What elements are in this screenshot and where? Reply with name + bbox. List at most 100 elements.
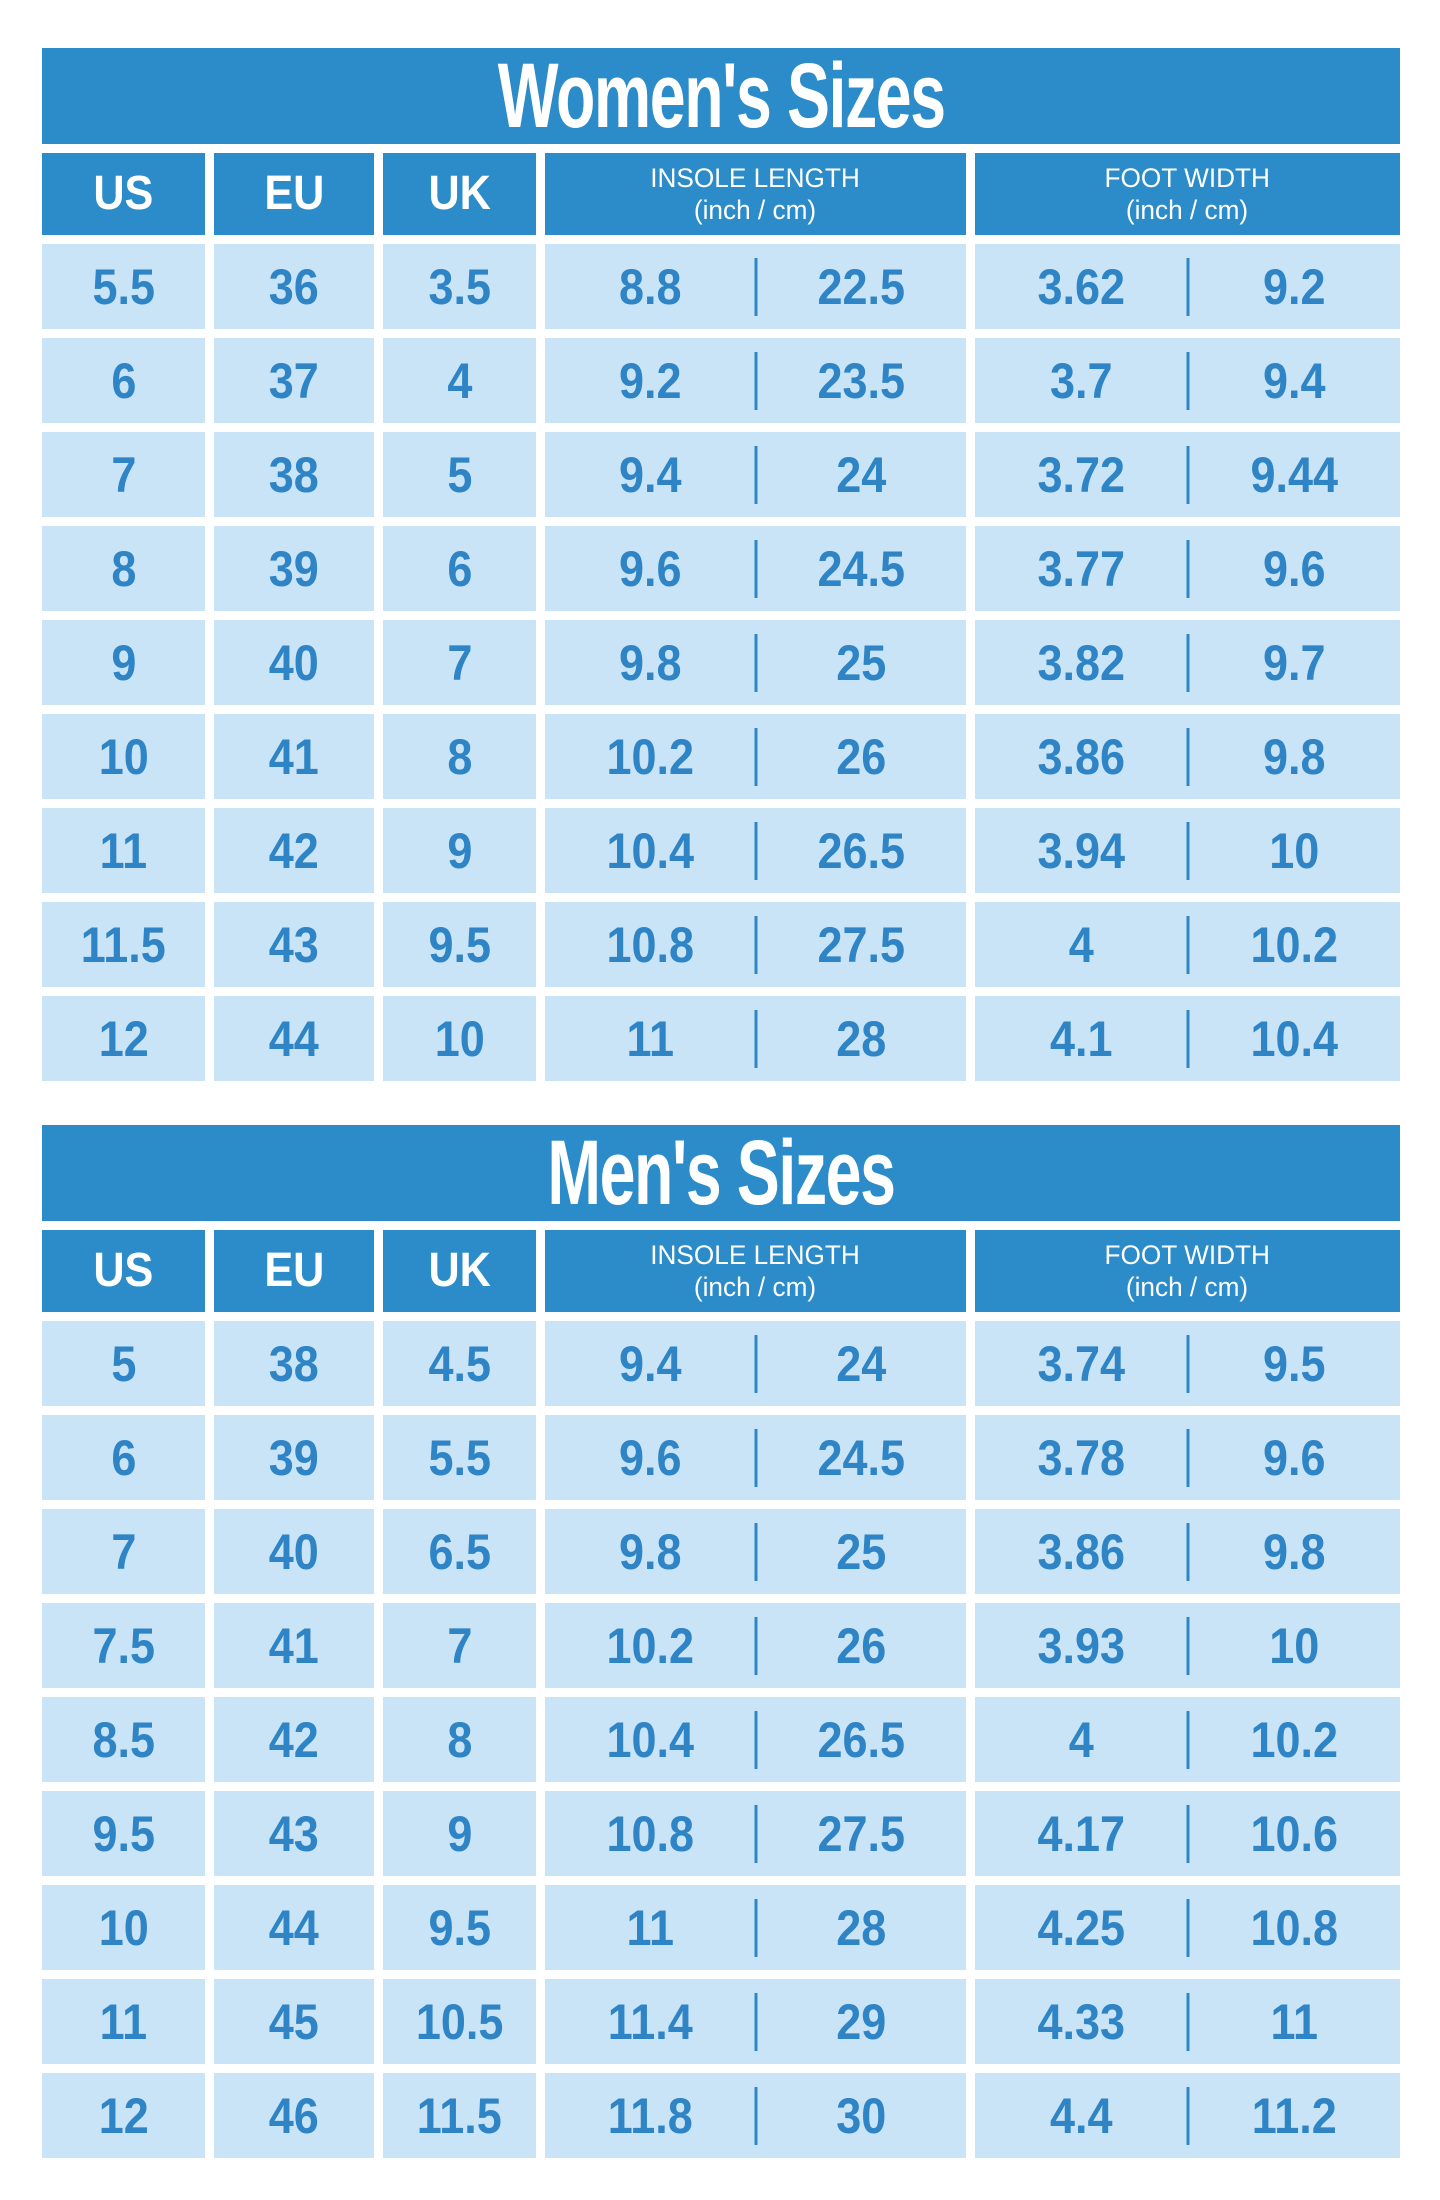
tables-container: Women's Sizes US EU UK INSOLE LENGTH (in… (42, 48, 1440, 2158)
cell-foot-width: 3.93 10 (975, 1603, 1400, 1688)
foot-inch-value: 3.72 (1037, 446, 1126, 503)
cell-eu-size: 41 (214, 714, 374, 799)
cell-divider-line (1186, 1616, 1189, 1675)
insole-cm-value: 26 (835, 1617, 886, 1674)
insole-cm-value: 24.5 (816, 1429, 905, 1486)
cell-divider-line (1186, 1334, 1189, 1393)
cell-uk-size: 4.5 (383, 1321, 536, 1406)
column-header-us-label: US (93, 1244, 154, 1297)
table-title: Women's Sizes (497, 45, 946, 147)
insole-cm-value: 26.5 (816, 1711, 905, 1768)
cell-divider-line (754, 1804, 757, 1863)
cell-eu-size: 42 (214, 1697, 374, 1782)
column-header-eu: EU (214, 1230, 374, 1312)
cell-uk-size: 11.5 (383, 2073, 536, 2158)
insole-inch-value: 10.8 (606, 916, 695, 973)
uk-size-value: 6.5 (428, 1523, 491, 1580)
cell-divider-line (754, 1898, 757, 1957)
cell-divider-line (1186, 351, 1189, 410)
us-size-value: 11 (99, 822, 148, 879)
foot-inch-value: 3.94 (1037, 822, 1126, 879)
insole-cm-value: 28 (835, 1899, 886, 1956)
foot-inch-value: 4.33 (1037, 1993, 1126, 2050)
cell-uk-size: 9.5 (383, 1885, 536, 1970)
cell-uk-size: 9 (383, 1791, 536, 1876)
cell-eu-size: 39 (214, 1415, 374, 1500)
foot-cm-value: 9.4 (1262, 352, 1326, 409)
cell-insole-length: 10.8 27.5 (545, 1791, 966, 1876)
eu-size-value: 40 (268, 634, 320, 691)
table-title-banner: Men's Sizes (42, 1125, 1400, 1221)
us-size-value: 8 (110, 540, 137, 597)
cell-divider-line (754, 1710, 757, 1769)
foot-cm-value: 10.2 (1249, 1711, 1338, 1768)
cell-foot-width: 3.78 9.6 (975, 1415, 1400, 1500)
uk-size-value: 11.5 (416, 2087, 503, 2144)
cell-eu-size: 37 (214, 338, 374, 423)
insole-inch-value: 10.4 (606, 1711, 695, 1768)
cell-uk-size: 9.5 (383, 902, 536, 987)
cell-foot-width: 3.7 9.4 (975, 338, 1400, 423)
foot-cm-value: 11 (1269, 1993, 1318, 2050)
foot-inch-value: 4.4 (1049, 2087, 1113, 2144)
cell-divider-line (754, 821, 757, 880)
insole-inch-value: 9.8 (618, 1523, 682, 1580)
cell-us-size: 5 (42, 1321, 205, 1406)
insole-inch-value: 11 (626, 1899, 675, 1956)
uk-size-value: 10 (434, 1010, 485, 1067)
cell-uk-size: 6.5 (383, 1509, 536, 1594)
cell-foot-width: 4.4 11.2 (975, 2073, 1400, 2158)
eu-size-value: 42 (268, 822, 320, 879)
cell-uk-size: 7 (383, 620, 536, 705)
eu-size-value: 44 (268, 1899, 320, 1956)
cell-divider-line (754, 1522, 757, 1581)
cell-eu-size: 36 (214, 244, 374, 329)
size-table: Men's Sizes US EU UK INSOLE LENGTH (inch… (42, 1125, 1400, 2158)
foot-width-label: FOOT WIDTH (1104, 1239, 1271, 1270)
cell-uk-size: 10 (383, 996, 536, 1081)
uk-size-value: 9 (446, 822, 473, 879)
foot-inch-value: 3.77 (1037, 540, 1126, 597)
cell-uk-size: 7 (383, 1603, 536, 1688)
insole-cm-value: 28 (835, 1010, 886, 1067)
cell-insole-length: 9.6 24.5 (545, 1415, 966, 1500)
us-size-value: 5 (110, 1335, 137, 1392)
column-header-eu: EU (214, 153, 374, 235)
cell-eu-size: 38 (214, 1321, 374, 1406)
cell-divider-line (754, 1992, 757, 2051)
uk-size-value: 4.5 (428, 1335, 491, 1392)
cell-foot-width: 3.77 9.6 (975, 526, 1400, 611)
eu-size-value: 39 (268, 540, 320, 597)
cell-foot-width: 4.33 11 (975, 1979, 1400, 2064)
cell-eu-size: 43 (214, 902, 374, 987)
cell-insole-length: 9.8 25 (545, 1509, 966, 1594)
uk-size-value: 9 (446, 1805, 473, 1862)
foot-inch-value: 4.17 (1037, 1805, 1126, 1862)
insole-inch-value: 10.2 (606, 1617, 695, 1674)
column-header-us-label: US (93, 167, 154, 220)
cell-insole-length: 10.4 26.5 (545, 1697, 966, 1782)
cell-uk-size: 5.5 (383, 1415, 536, 1500)
cell-eu-size: 43 (214, 1791, 374, 1876)
foot-cm-value: 10.8 (1249, 1899, 1338, 1956)
column-header-uk-label: UK (428, 167, 491, 220)
cell-divider-line (754, 727, 757, 786)
cell-divider-line (1186, 257, 1189, 316)
cell-foot-width: 3.74 9.5 (975, 1321, 1400, 1406)
cell-eu-size: 44 (214, 1885, 374, 1970)
cell-foot-width: 3.86 9.8 (975, 714, 1400, 799)
insole-cm-value: 24 (835, 1335, 886, 1392)
insole-inch-value: 9.6 (618, 1429, 682, 1486)
us-size-value: 12 (98, 1010, 149, 1067)
foot-inch-value: 4.25 (1037, 1899, 1126, 1956)
uk-size-value: 5 (446, 446, 473, 503)
insole-length-units-label: (inch / cm) (694, 1272, 817, 1302)
eu-size-value: 38 (268, 446, 320, 503)
cell-divider-line (754, 257, 757, 316)
foot-inch-value: 3.86 (1037, 1523, 1126, 1580)
column-header-foot-width: FOOT WIDTH (inch / cm) (975, 1230, 1400, 1312)
insole-cm-value: 29 (835, 1993, 886, 2050)
cell-foot-width: 4 10.2 (975, 902, 1400, 987)
foot-cm-value: 9.8 (1262, 1523, 1326, 1580)
column-header-uk: UK (383, 1230, 536, 1312)
